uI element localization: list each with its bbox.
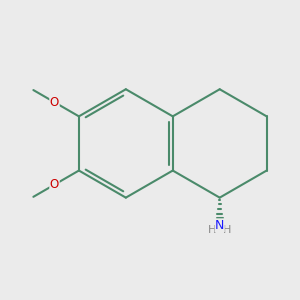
- Text: H: H: [208, 225, 217, 235]
- Text: O: O: [50, 178, 59, 191]
- Text: N: N: [215, 219, 224, 232]
- Text: H: H: [223, 225, 231, 235]
- Text: O: O: [50, 96, 59, 109]
